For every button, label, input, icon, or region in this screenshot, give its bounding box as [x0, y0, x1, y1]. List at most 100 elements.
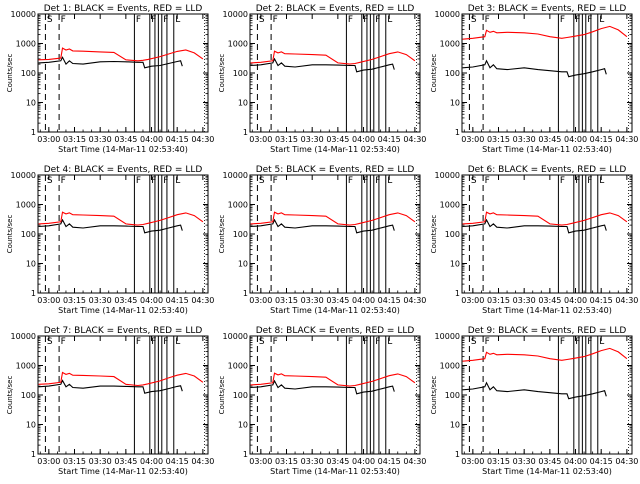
- y-axis-label: Counts/sec: [430, 54, 438, 93]
- x-axis-label: Start Time (14-Mar-11 02:53:40): [270, 145, 400, 154]
- y-tick-label: 1: [243, 450, 248, 459]
- event-marker-label: L: [599, 176, 604, 186]
- x-tick-label: 03:00: [37, 296, 60, 305]
- event-marker-label: F: [575, 176, 580, 186]
- series-line-events: [462, 218, 607, 234]
- x-tick-label: 03:30: [513, 296, 536, 305]
- x-tick-label: 03:45: [326, 296, 349, 305]
- x-tick-label: 03:30: [301, 135, 324, 144]
- x-tick-label: 03:15: [487, 135, 510, 144]
- x-tick-label: 03:15: [487, 296, 510, 305]
- x-tick-label: 03:00: [461, 457, 484, 466]
- y-tick-label: 100: [21, 391, 36, 400]
- event-marker-label: F: [273, 176, 278, 186]
- y-tick-label: 10: [450, 421, 460, 430]
- event-marker-label: F: [151, 337, 156, 347]
- event-marker-label: F: [61, 15, 66, 25]
- x-tick-label: 04:15: [590, 457, 613, 466]
- y-tick-label: 100: [233, 391, 248, 400]
- x-tick-label: 04:15: [166, 457, 189, 466]
- x-tick-label: 03:45: [538, 135, 561, 144]
- event-marker-label: F: [560, 176, 565, 186]
- x-axis-label: Start Time (14-Mar-11 02:53:40): [270, 467, 400, 476]
- chart-title: Det 7: BLACK = Events, RED = LLD: [44, 326, 203, 336]
- series-line-lld: [462, 347, 628, 362]
- x-tick-label: 04:00: [352, 296, 375, 305]
- chart-panel-3: Det 3: BLACK = Events, RED = LLD 1 10 100 10…: [430, 4, 638, 154]
- x-tick-label: 03:45: [114, 296, 137, 305]
- event-marker-label: F: [363, 337, 368, 347]
- series-line-events: [38, 56, 183, 69]
- plot-frame: [249, 13, 421, 133]
- event-marker-label: S: [47, 176, 53, 186]
- series-line-lld: [250, 50, 416, 65]
- x-tick-label: 03:30: [513, 457, 536, 466]
- event-marker-label: S: [471, 337, 477, 347]
- series-line-events: [462, 381, 607, 400]
- y-axis-label: Counts/sec: [6, 215, 14, 254]
- x-tick-label: 03:30: [89, 135, 112, 144]
- y-tick-label: 10000: [223, 171, 248, 180]
- event-marker-label: F: [375, 176, 380, 186]
- series-line-lld: [462, 211, 628, 226]
- x-tick-label: 04:00: [564, 457, 587, 466]
- event-marker-label: F: [485, 15, 490, 25]
- y-tick-label: 1: [31, 128, 36, 137]
- chart-title: Det 5: BLACK = Events, RED = LLD: [256, 165, 415, 175]
- x-axis-label: Start Time (14-Mar-11 02:53:40): [58, 467, 188, 476]
- y-tick-label: 1000: [228, 201, 248, 210]
- event-marker-label: F: [163, 337, 168, 347]
- y-tick-label: 100: [445, 391, 460, 400]
- y-tick-label: 1: [455, 128, 460, 137]
- y-axis-label: Counts/sec: [430, 215, 438, 254]
- event-marker-label: F: [575, 337, 580, 347]
- x-tick-label: 04:00: [140, 296, 163, 305]
- y-tick-label: 1000: [16, 201, 36, 210]
- event-marker-label: F: [136, 176, 141, 186]
- event-marker-label: F: [485, 337, 490, 347]
- y-axis-label: Counts/sec: [6, 54, 14, 93]
- event-marker-label: F: [485, 176, 490, 186]
- y-tick-label: 100: [21, 230, 36, 239]
- x-tick-label: 04:30: [403, 296, 426, 305]
- series-line-lld: [250, 211, 416, 226]
- plot-frame: [461, 13, 633, 133]
- event-marker-label: L: [599, 15, 604, 25]
- y-tick-label: 1000: [440, 362, 460, 371]
- x-tick-label: 03:45: [538, 296, 561, 305]
- event-marker-label: S: [47, 15, 53, 25]
- y-tick-label: 10000: [435, 10, 460, 19]
- y-tick-label: 1000: [228, 40, 248, 49]
- y-tick-label: 10000: [11, 171, 36, 180]
- x-tick-label: 03:00: [37, 135, 60, 144]
- series-line-events: [38, 379, 183, 394]
- event-marker-label: L: [387, 176, 392, 186]
- series-line-lld: [38, 47, 204, 62]
- y-axis-label: Counts/sec: [218, 215, 226, 254]
- chart-panel-7: Det 7: BLACK = Events, RED = LLD 1 10 100 10…: [6, 326, 214, 476]
- x-axis-label: Start Time (14-Mar-11 02:53:40): [58, 145, 188, 154]
- x-tick-label: 03:45: [114, 457, 137, 466]
- x-tick-label: 04:30: [191, 457, 214, 466]
- x-tick-label: 04:15: [166, 296, 189, 305]
- event-marker-label: F: [136, 337, 141, 347]
- event-marker-label: F: [587, 15, 592, 25]
- chart-title: Det 9: BLACK = Events, RED = LLD: [468, 326, 627, 336]
- x-tick-label: 03:45: [114, 135, 137, 144]
- series-line-events: [462, 59, 607, 78]
- y-tick-label: 10: [450, 260, 460, 269]
- x-tick-label: 03:30: [513, 135, 536, 144]
- chart-title: Det 3: BLACK = Events, RED = LLD: [468, 4, 627, 14]
- y-tick-label: 10: [26, 260, 36, 269]
- x-tick-label: 03:45: [326, 135, 349, 144]
- x-tick-label: 03:30: [301, 296, 324, 305]
- x-tick-label: 04:00: [564, 296, 587, 305]
- event-marker-label: S: [471, 15, 477, 25]
- chart-panel-6: Det 6: BLACK = Events, RED = LLD 1 10 100 10…: [430, 165, 638, 315]
- event-marker-label: F: [151, 176, 156, 186]
- y-tick-label: 10000: [435, 171, 460, 180]
- x-tick-label: 03:00: [249, 457, 272, 466]
- x-tick-label: 03:15: [275, 296, 298, 305]
